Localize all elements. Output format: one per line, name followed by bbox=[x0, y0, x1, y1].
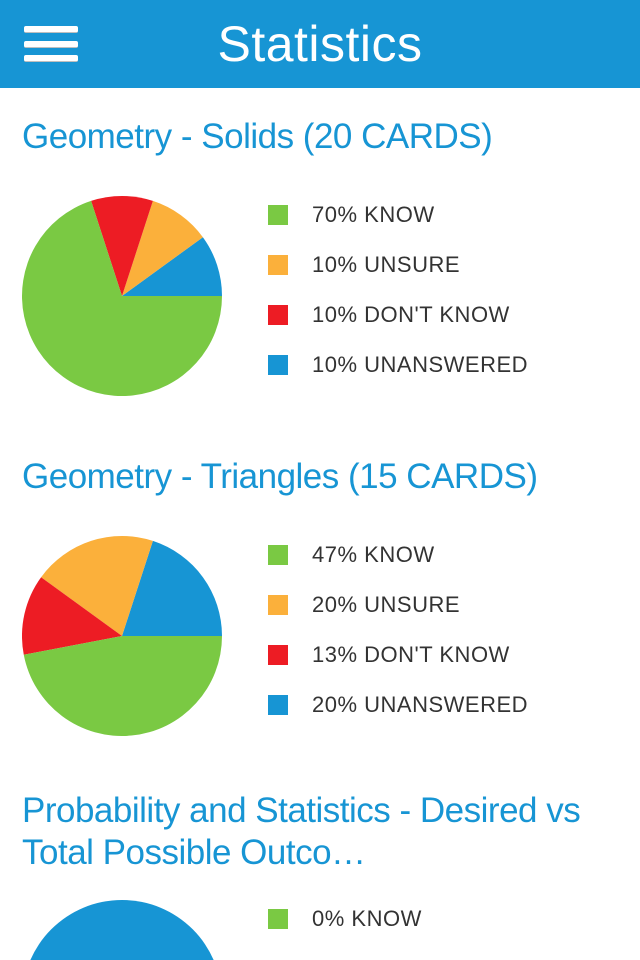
legend-row-know: 70% KNOW bbox=[268, 202, 528, 228]
menu-icon[interactable] bbox=[24, 26, 78, 62]
swatch-know bbox=[268, 205, 288, 225]
section-title[interactable]: Geometry - Triangles (15 CARDS) bbox=[22, 456, 618, 498]
legend-row-unsure: 20% UNSURE bbox=[268, 592, 528, 618]
section-title[interactable]: Geometry - Solids (20 CARDS) bbox=[22, 116, 618, 158]
legend-row-unanswered: 10% UNANSWERED bbox=[268, 352, 528, 378]
legend-text: 10% UNSURE bbox=[312, 252, 460, 278]
pie-chart bbox=[22, 196, 222, 396]
pie-svg bbox=[22, 196, 222, 396]
pie-chart bbox=[22, 536, 222, 736]
swatch-unanswered bbox=[268, 695, 288, 715]
swatch-dont-know bbox=[268, 305, 288, 325]
section-body: 70% KNOW 10% UNSURE 10% DON'T KNOW 10% U… bbox=[22, 196, 618, 396]
legend-row-unanswered: 20% UNANSWERED bbox=[268, 692, 528, 718]
pie-chart bbox=[22, 900, 222, 960]
legend-row-know: 0% KNOW bbox=[268, 906, 422, 932]
legend-row-know: 47% KNOW bbox=[268, 542, 528, 568]
pie-svg bbox=[22, 536, 222, 736]
legend-row-dont-know: 10% DON'T KNOW bbox=[268, 302, 528, 328]
menu-bar bbox=[24, 55, 78, 62]
swatch-dont-know bbox=[268, 645, 288, 665]
legend: 0% KNOW bbox=[268, 906, 422, 932]
section-geometry-solids: Geometry - Solids (20 CARDS) 70% KNOW 10… bbox=[22, 116, 618, 396]
legend-row-dont-know: 13% DON'T KNOW bbox=[268, 642, 528, 668]
legend-text: 70% KNOW bbox=[312, 202, 435, 228]
menu-bar bbox=[24, 41, 78, 48]
legend: 47% KNOW 20% UNSURE 13% DON'T KNOW 20% U… bbox=[268, 542, 528, 718]
legend-row-unsure: 10% UNSURE bbox=[268, 252, 528, 278]
legend-text: 20% UNSURE bbox=[312, 592, 460, 618]
swatch-know bbox=[268, 545, 288, 565]
legend-text: 0% KNOW bbox=[312, 906, 422, 932]
swatch-unsure bbox=[268, 255, 288, 275]
swatch-unsure bbox=[268, 595, 288, 615]
section-body: 47% KNOW 20% UNSURE 13% DON'T KNOW 20% U… bbox=[22, 536, 618, 736]
legend-text: 20% UNANSWERED bbox=[312, 692, 528, 718]
legend-text: 10% UNANSWERED bbox=[312, 352, 528, 378]
section-probability: Probability and Statistics - Desired vs … bbox=[22, 790, 618, 960]
legend: 70% KNOW 10% UNSURE 10% DON'T KNOW 10% U… bbox=[268, 202, 528, 378]
pie-svg bbox=[22, 900, 222, 960]
legend-text: 10% DON'T KNOW bbox=[312, 302, 510, 328]
legend-text: 47% KNOW bbox=[312, 542, 435, 568]
section-geometry-triangles: Geometry - Triangles (15 CARDS) 47% KNOW… bbox=[22, 456, 618, 736]
menu-bar bbox=[24, 26, 78, 33]
content: Geometry - Solids (20 CARDS) 70% KNOW 10… bbox=[0, 88, 640, 960]
header: Statistics bbox=[0, 0, 640, 88]
section-title[interactable]: Probability and Statistics - Desired vs … bbox=[22, 790, 618, 874]
legend-text: 13% DON'T KNOW bbox=[312, 642, 510, 668]
swatch-know bbox=[268, 909, 288, 929]
swatch-unanswered bbox=[268, 355, 288, 375]
section-body: 0% KNOW bbox=[22, 900, 618, 960]
page-title: Statistics bbox=[0, 15, 640, 73]
